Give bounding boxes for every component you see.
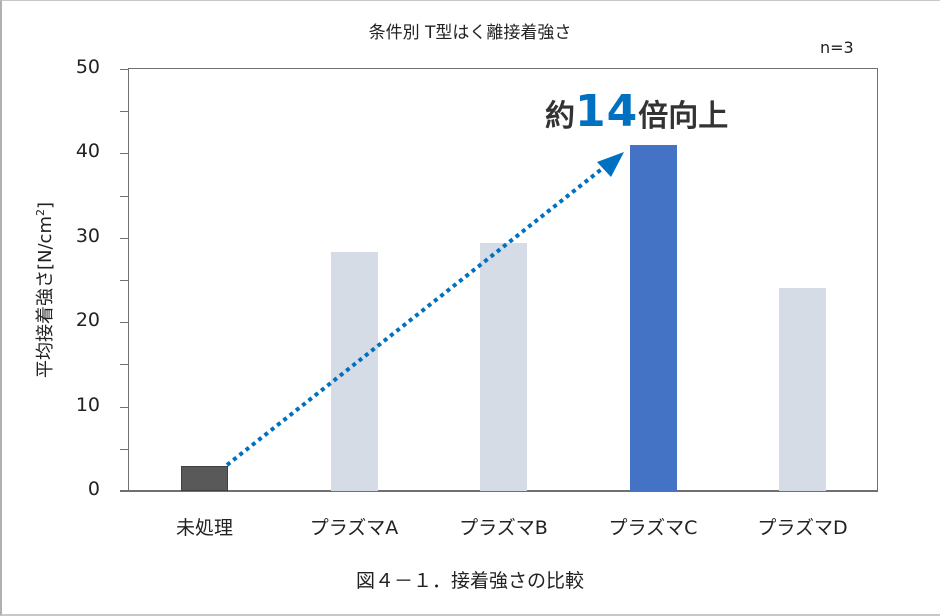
y-tick-mark [120, 153, 128, 155]
y-tick-mark [120, 322, 128, 324]
y-tick-mark [120, 491, 128, 492]
y-tick-mark [120, 195, 128, 197]
y-tick-mark [120, 111, 128, 113]
y-tick-label: 40 [75, 140, 100, 163]
y-tick-mark [120, 406, 128, 408]
bar-2 [480, 242, 527, 491]
y-tick-mark [120, 364, 128, 366]
x-tick-label: プラズマB [459, 517, 548, 539]
x-tick-label: プラズマD [757, 517, 848, 539]
bar-4 [779, 288, 826, 491]
y-tick-label: 20 [75, 309, 100, 332]
improvement-callout: 約14倍向上 [545, 86, 729, 137]
x-tick-label: プラズマC [608, 517, 698, 539]
x-tick-label: プラズマA [309, 517, 399, 539]
bar-0 [181, 465, 228, 491]
sample-size-label: n=3 [820, 38, 854, 57]
y-tick-mark [120, 280, 128, 281]
y-tick-label: 0 [87, 478, 100, 500]
y-tick-mark [120, 237, 128, 239]
chart-title: 条件別 T型はく離接着強さ [368, 23, 572, 43]
figure-caption: 図４－１．接着強さの比較 [355, 570, 584, 592]
y-tick-mark [120, 448, 128, 450]
x-tick-label: 未処理 [175, 517, 233, 539]
y-tick-label: 30 [75, 224, 100, 247]
y-tick-label: 50 [75, 56, 100, 78]
plot-area [128, 68, 878, 492]
y-tick-mark [120, 69, 128, 70]
bar-3 [629, 144, 677, 491]
y-tick-label: 10 [75, 393, 100, 416]
bar-1 [330, 252, 378, 491]
y-axis [128, 68, 129, 491]
